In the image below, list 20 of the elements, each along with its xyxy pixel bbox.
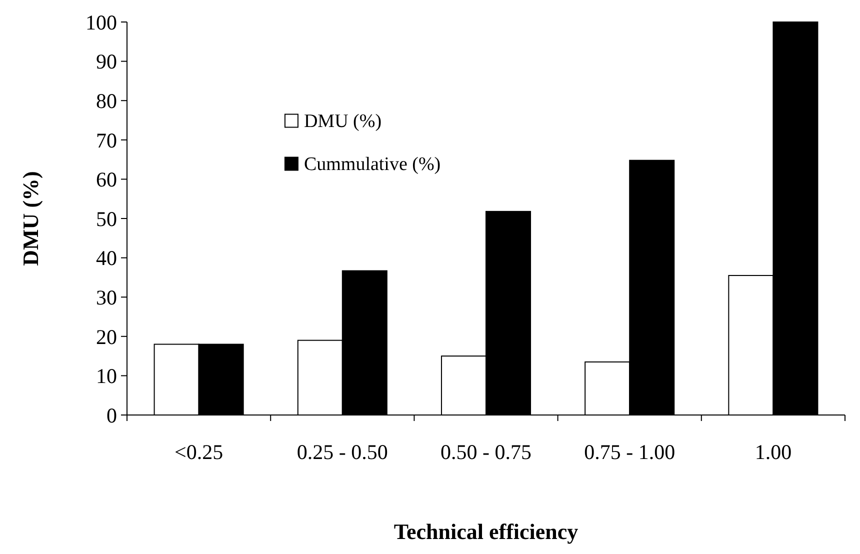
x-tick-label: 0.50 - 0.75	[440, 440, 532, 464]
y-tick-label: 10	[96, 364, 117, 388]
x-axis-title: Technical efficiency	[394, 519, 578, 544]
y-tick-label: 70	[96, 128, 117, 152]
x-tick-label: 0.25 - 0.50	[296, 440, 388, 464]
legend-label: DMU (%)	[304, 110, 382, 132]
x-tick-label: <0.25	[174, 440, 224, 464]
y-tick-label: 60	[96, 168, 117, 192]
x-tick-label: 1.00	[754, 440, 792, 464]
x-tick-label: 0.75 - 1.00	[584, 440, 676, 464]
y-tick-label: 40	[96, 246, 117, 270]
y-tick-label: 80	[96, 88, 117, 113]
legend-label: Cummulative (%)	[304, 154, 441, 175]
y-axis-title: DMU (%)	[18, 171, 43, 266]
y-tick-label: 0	[106, 403, 117, 428]
y-tick-label: 100	[86, 10, 117, 34]
y-tick-label: 30	[96, 285, 117, 310]
y-tick-label: 50	[96, 206, 117, 231]
y-tick-label: 90	[96, 50, 117, 74]
y-tick-label: 20	[96, 324, 117, 349]
